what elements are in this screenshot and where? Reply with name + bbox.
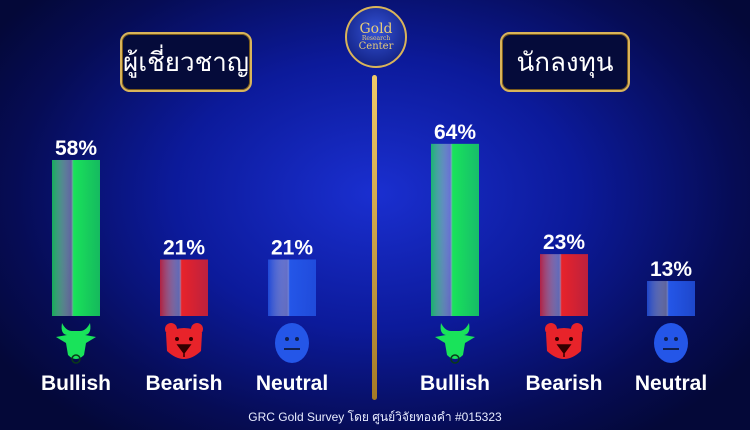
bar-bullish <box>431 143 479 316</box>
bear-icon <box>165 323 203 359</box>
category-label: Bullish <box>41 372 111 395</box>
bear-icon <box>545 323 583 359</box>
bull-icon <box>56 323 96 364</box>
bar-neutral <box>268 259 316 316</box>
neutral-face-icon <box>654 323 688 363</box>
category-label: Bullish <box>420 372 490 395</box>
bull-icon <box>435 323 475 364</box>
data-label: 64% <box>434 121 476 144</box>
bar-bearish <box>160 259 208 316</box>
data-label: 58% <box>55 137 97 160</box>
divider <box>372 75 377 400</box>
data-label: 23% <box>543 231 585 254</box>
experts-title: ผู้เชี่ยวชาญ <box>120 32 252 92</box>
category-label: Neutral <box>635 372 707 395</box>
data-label: 13% <box>650 258 692 281</box>
logo-text: Research <box>361 35 391 42</box>
gold-research-center-logo: Gold Research Center <box>345 6 407 68</box>
logo-text: Center <box>358 41 394 52</box>
bar-neutral <box>647 281 695 316</box>
category-label: Bearish <box>525 372 602 395</box>
neutral-face-icon <box>275 323 309 363</box>
data-label: 21% <box>271 237 313 260</box>
logo-text: Gold <box>359 21 393 37</box>
bar-bullish <box>52 159 100 316</box>
category-label: Bearish <box>145 372 222 395</box>
footer-text: GRC Gold Survey โดย ศูนย์วิจัยทองคำ #015… <box>248 410 502 424</box>
category-label: Neutral <box>256 372 328 395</box>
bar-bearish <box>540 254 588 316</box>
investors-title: นักลงทุน <box>500 32 630 92</box>
data-label: 21% <box>163 237 205 260</box>
